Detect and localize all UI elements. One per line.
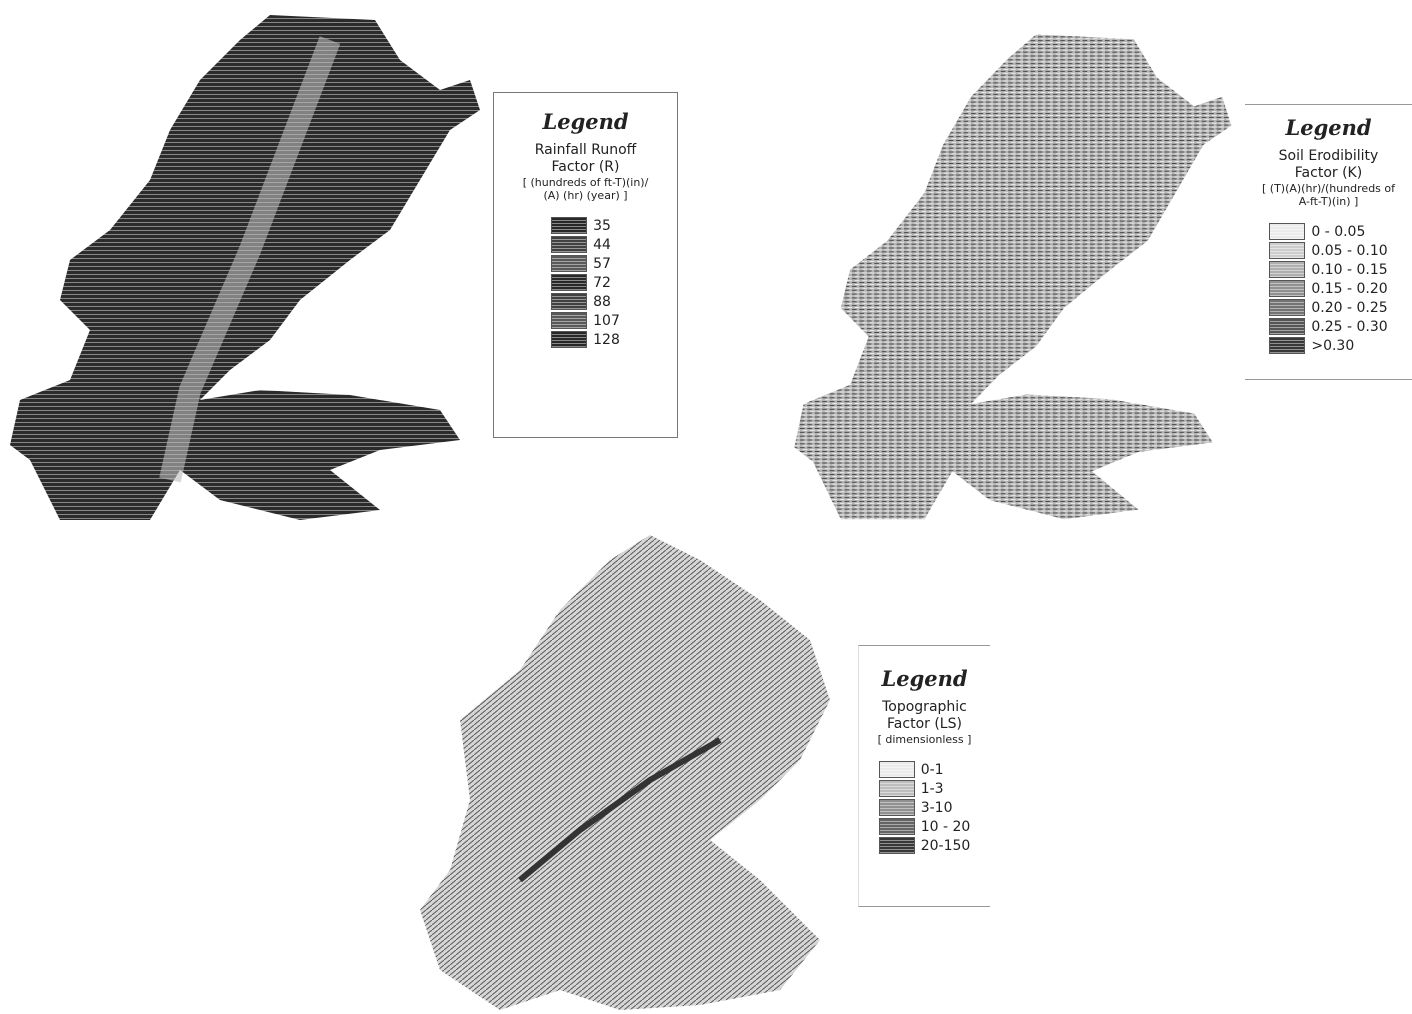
legend-label: 57 (593, 255, 611, 272)
legend-label: 128 (593, 331, 620, 348)
legend-classes: 0-1 1-3 3-10 10 - 20 20-150 (878, 760, 971, 855)
legend-swatch (551, 236, 588, 253)
legend-swatch (1269, 242, 1306, 259)
legend-label: 10 - 20 (920, 818, 971, 835)
legend-label: 0 - 0.05 (1311, 223, 1366, 240)
legend-units: [ (hundreds of ft-T)(in)/ (522, 176, 649, 189)
legend-title: Factor (K) (1294, 165, 1363, 181)
legend-title: Factor (LS) (887, 716, 962, 732)
legend-swatch (878, 818, 915, 835)
legend-row: 0 - 0.05 (1269, 222, 1387, 241)
legend-row: 72 (551, 273, 620, 292)
legend-title: Rainfall Runoff (534, 142, 637, 158)
legend-swatch (878, 761, 915, 778)
legend-row: 88 (551, 292, 620, 311)
legend-swatch (1269, 280, 1306, 297)
legend-row: 1-3 (878, 779, 971, 798)
legend-row: 20-150 (878, 836, 971, 855)
legend-swatch (878, 799, 915, 816)
legend-label: 1-3 (920, 780, 944, 797)
legend-heading: Legend (881, 666, 968, 691)
legend-row: 0-1 (878, 760, 971, 779)
legend-row: >0.30 (1269, 336, 1387, 355)
legend-title: Factor (R) (551, 159, 620, 175)
legend-box: Legend Soil Erodibility Factor (K)[ (T)(A)… (1245, 104, 1412, 380)
legend-swatch (1269, 299, 1306, 316)
map-soil (794, 34, 1232, 520)
legend-row: 107 (551, 311, 620, 330)
legend-row: 10 - 20 (878, 817, 971, 836)
legend-label: 72 (593, 274, 611, 291)
legend-label: 44 (593, 236, 611, 253)
legend-row: 35 (551, 216, 620, 235)
legend-swatch (551, 331, 588, 348)
legend-label: 0.10 - 0.15 (1311, 261, 1388, 278)
legend-title: Soil Erodibility (1278, 148, 1379, 164)
legend-swatch (551, 255, 588, 272)
legend-label: 0.15 - 0.20 (1311, 280, 1388, 297)
legend-heading: Legend (542, 109, 629, 134)
legend-row: 0.05 - 0.10 (1269, 241, 1388, 260)
legend-label: 35 (593, 217, 611, 234)
legend-swatch (1269, 318, 1306, 335)
legend-classes: 35 44 57 72 88 107 128 (551, 216, 620, 349)
legend-units: [ dimensionless ] (877, 733, 972, 746)
legend-title: Topographic (882, 699, 967, 715)
legend-swatch (551, 217, 588, 234)
legend-row: 57 (551, 254, 620, 273)
legend-label: 107 (593, 312, 620, 329)
legend-row: 0.20 - 0.25 (1269, 298, 1388, 317)
legend-label: 20-150 (920, 837, 971, 854)
legend-row: 3-10 (878, 798, 971, 817)
legend-heading: Legend (1285, 115, 1372, 140)
legend-row: 44 (551, 235, 620, 254)
legend-label: 0.05 - 0.10 (1311, 242, 1388, 259)
legend-classes: 0 - 0.05 0.05 - 0.10 0.10 - 0.15 0.15 - 0.2… (1269, 222, 1388, 355)
legend-swatch (1269, 337, 1306, 354)
legend-box: Legend Topographic Factor (LS)[ dimensionl… (858, 645, 990, 907)
legend-swatch (551, 293, 588, 310)
legend-label: 3-10 (920, 799, 953, 816)
legend-swatch (551, 274, 588, 291)
legend-swatch (878, 780, 915, 797)
legend-label: 0.25 - 0.30 (1311, 318, 1388, 335)
legend-swatch (551, 312, 588, 329)
legend-label: 0.20 - 0.25 (1311, 299, 1388, 316)
legend-swatch (1269, 261, 1306, 278)
legend-units: [ (T)(A)(hr)/(hundreds of (1261, 182, 1396, 195)
legend-row: 0.25 - 0.30 (1269, 317, 1388, 336)
map-topographic-channel (518, 737, 722, 883)
legend-box: Legend Rainfall Runoff Factor (R)[ (hundre… (493, 92, 678, 438)
legend-label: 0-1 (920, 761, 944, 778)
legend-label: 88 (593, 293, 611, 310)
legend-row: 0.15 - 0.20 (1269, 279, 1388, 298)
legend-swatch (878, 837, 915, 854)
legend-units: A-ft-T)(in) ] (1298, 195, 1359, 208)
legend-row: 128 (551, 330, 620, 349)
legend-row: 0.10 - 0.15 (1269, 260, 1388, 279)
legend-label: >0.30 (1311, 337, 1355, 354)
map-topographic (420, 535, 830, 1010)
legend-units: (A) (hr) (year) ] (543, 189, 628, 202)
map-rainfall (10, 15, 480, 520)
legend-swatch (1269, 223, 1306, 240)
